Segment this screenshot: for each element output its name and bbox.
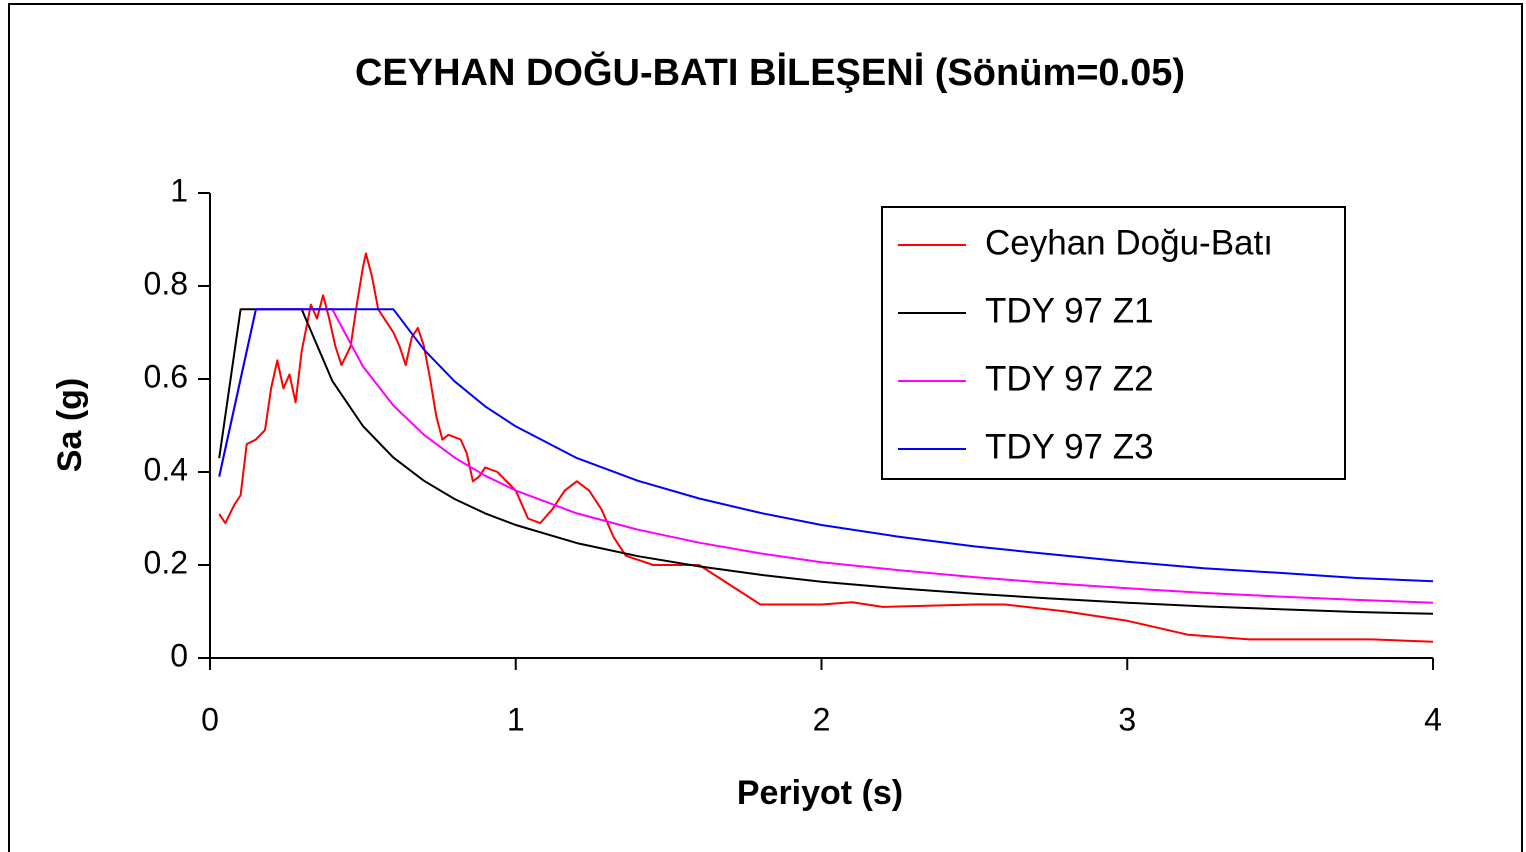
legend-label: TDY 97 Z3 [985,427,1154,466]
y-tick-label: 0.8 [144,265,188,301]
y-tick-label: 1 [170,172,188,208]
y-axis-label: Sa (g) [51,378,89,472]
y-tick-label: 0.6 [144,358,188,394]
chart-title: CEYHAN DOĞU-BATI BİLEŞENİ (Sönüm=0.05) [355,50,1185,94]
legend-box [881,206,1346,480]
x-tick-label: 1 [507,701,525,737]
y-tick-label: 0.4 [144,451,188,487]
x-tick-label: 3 [1118,701,1136,737]
legend-label: Ceyhan Doğu-Batı [985,223,1273,262]
y-tick-label: 0.2 [144,544,188,580]
x-axis-label: Periyot (s) [737,774,903,812]
x-tick-label: 0 [201,701,219,737]
legend-label: TDY 97 Z1 [985,291,1154,330]
x-tick-label: 4 [1424,701,1442,737]
series-line [218,252,1434,643]
legend-label: TDY 97 Z2 [985,359,1154,398]
x-tick-label: 2 [813,701,831,737]
chart-frame [8,3,1523,852]
series-line [218,308,1434,583]
y-tick-label: 0 [170,637,188,673]
